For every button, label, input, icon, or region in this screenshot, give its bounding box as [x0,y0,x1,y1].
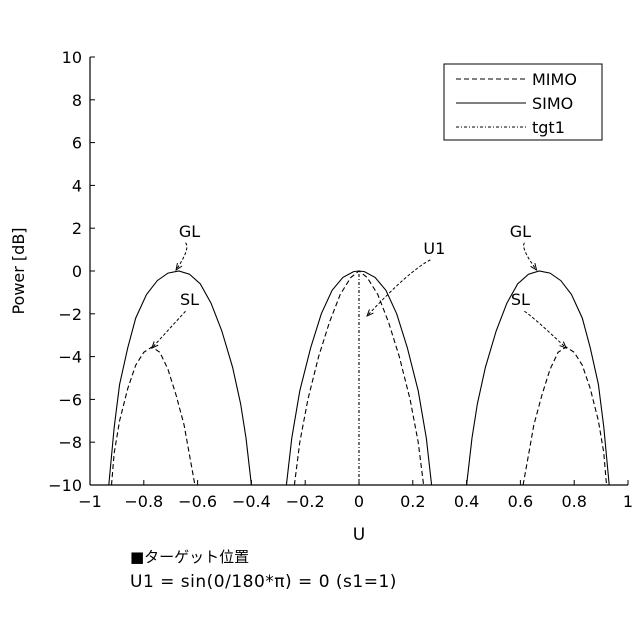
y-tick-label: 8 [72,91,82,110]
legend-box [444,64,602,140]
x-tick-label: −0.2 [286,492,325,511]
footnote-equation: U1 = sin(0/180*π) = 0 (s1=1) [130,572,397,592]
y-tick-label: −2 [58,305,82,324]
annotation-sl-leader [524,311,566,348]
y-tick-label: −6 [58,390,82,409]
x-tick-label: 1 [623,492,633,511]
x-axis-label: U [353,525,365,545]
series-mimo-line [523,347,606,485]
y-tick-label: 6 [72,134,82,153]
series-simo-line [467,271,610,485]
x-tick-label: 0.6 [508,492,533,511]
legend-label-tgt1: tgt1 [532,118,565,137]
legend-label-simo: SIMO [532,94,573,113]
x-tick-label: 0.2 [400,492,425,511]
y-axis-label: Power [dB] [9,227,28,314]
y-tick-label: 2 [72,219,82,238]
x-tick-label: 0 [354,492,364,511]
annotation-u1-label: U1 [423,239,445,258]
annotation-gl-label: GL [179,222,200,241]
x-tick-label: 0.4 [454,492,479,511]
y-tick-label: 10 [62,48,82,67]
series-mimo-line [112,347,195,485]
y-tick-label: 0 [72,262,82,281]
annotation-gl-label: GL [510,222,531,241]
y-tick-label: 4 [72,176,82,195]
annotation-gl-leader [524,243,537,270]
annotation-sl-label: SL [511,290,530,309]
annotation-u1-leader [367,260,430,316]
annotation-gl-arrowhead [176,263,182,270]
x-tick-label: 0.8 [561,492,586,511]
y-tick-label: −8 [58,433,82,452]
footnote-title: ■ターゲット位置 [130,546,249,567]
x-tick-label: −0.6 [178,492,217,511]
x-tick-label: −0.8 [124,492,163,511]
annotation-sl-leader [152,311,186,348]
y-tick-label: −4 [58,348,82,367]
annotation-sl-label: SL [180,290,199,309]
x-tick-label: −0.4 [232,492,271,511]
legend-label-mimo: MIMO [532,70,577,89]
y-tick-label: −10 [48,476,82,495]
